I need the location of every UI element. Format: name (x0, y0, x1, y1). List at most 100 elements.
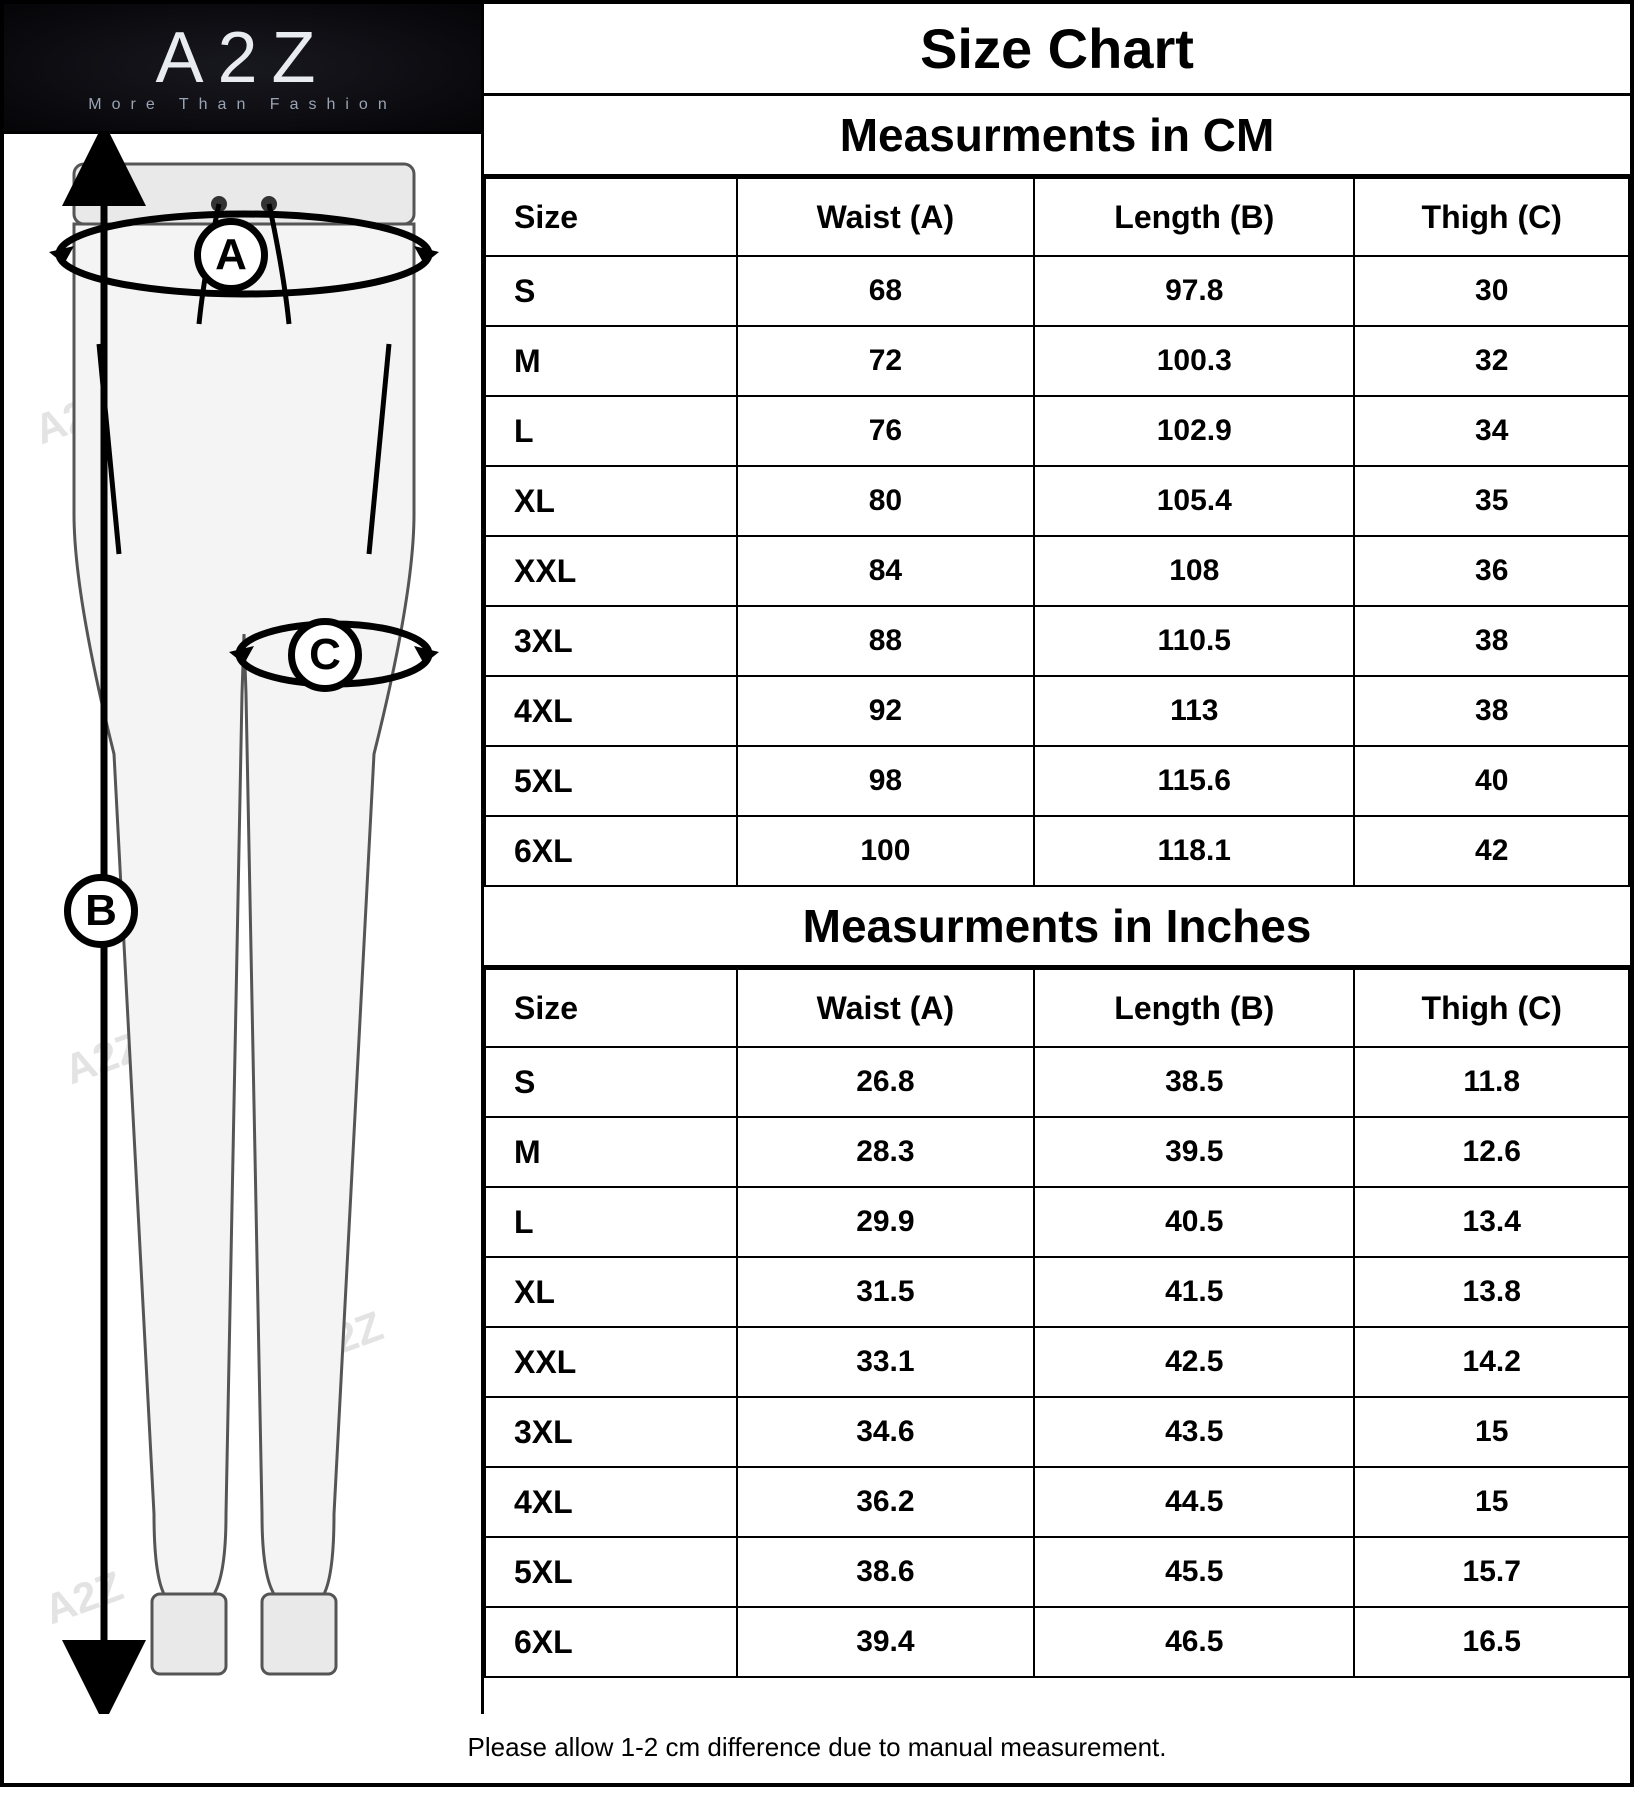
value-cell: 43.5 (1034, 1397, 1354, 1467)
value-cell: 13.4 (1354, 1187, 1629, 1257)
value-cell: 15.7 (1354, 1537, 1629, 1607)
size-cell: L (485, 1187, 737, 1257)
value-cell: 36 (1354, 536, 1629, 606)
size-table: SizeWaist (A)Length (B)Thigh (C)S26.838.… (484, 968, 1630, 1678)
table-row: XXL8410836 (485, 536, 1629, 606)
table-row: S6897.830 (485, 256, 1629, 326)
value-cell: 41.5 (1034, 1257, 1354, 1327)
footer-note: Please allow 1-2 cm difference due to ma… (4, 1714, 1630, 1783)
value-cell: 72 (737, 326, 1034, 396)
table-row: M28.339.512.6 (485, 1117, 1629, 1187)
size-table: SizeWaist (A)Length (B)Thigh (C)S6897.83… (484, 177, 1630, 887)
value-cell: 38.5 (1034, 1047, 1354, 1117)
size-cell: M (485, 326, 737, 396)
size-cell: M (485, 1117, 737, 1187)
main-row: A2Z More Than Fashion A2Z A2Z A2Z A2Z A2… (4, 4, 1630, 1714)
value-cell: 31.5 (737, 1257, 1034, 1327)
value-cell: 76 (737, 396, 1034, 466)
size-cell: 4XL (485, 1467, 737, 1537)
size-cell: XXL (485, 1327, 737, 1397)
value-cell: 84 (737, 536, 1034, 606)
brand-name: A2Z (155, 22, 329, 94)
value-cell: 11.8 (1354, 1047, 1629, 1117)
value-cell: 38.6 (737, 1537, 1034, 1607)
measure-badge-length: B (64, 874, 138, 948)
value-cell: 92 (737, 676, 1034, 746)
table-row: 4XL36.244.515 (485, 1467, 1629, 1537)
value-cell: 30 (1354, 256, 1629, 326)
value-cell: 39.5 (1034, 1117, 1354, 1187)
value-cell: 35 (1354, 466, 1629, 536)
column-header: Thigh (C) (1354, 178, 1629, 256)
left-column: A2Z More Than Fashion A2Z A2Z A2Z A2Z A2… (4, 4, 484, 1714)
size-cell: 4XL (485, 676, 737, 746)
value-cell: 97.8 (1034, 256, 1354, 326)
value-cell: 110.5 (1034, 606, 1354, 676)
measure-badge-thigh: C (288, 618, 362, 692)
value-cell: 45.5 (1034, 1537, 1354, 1607)
value-cell: 28.3 (737, 1117, 1034, 1187)
column-header: Waist (A) (737, 178, 1034, 256)
column-header: Size (485, 969, 737, 1047)
value-cell: 38 (1354, 676, 1629, 746)
value-cell: 118.1 (1034, 816, 1354, 886)
table-row: 6XL100118.142 (485, 816, 1629, 886)
size-cell: L (485, 396, 737, 466)
column-header: Size (485, 178, 737, 256)
value-cell: 36.2 (737, 1467, 1034, 1537)
table-row: 3XL34.643.515 (485, 1397, 1629, 1467)
size-cell: S (485, 1047, 737, 1117)
value-cell: 100 (737, 816, 1034, 886)
table-row: XL31.541.513.8 (485, 1257, 1629, 1327)
size-cell: XL (485, 466, 737, 536)
measure-badge-waist: A (194, 218, 268, 292)
value-cell: 115.6 (1034, 746, 1354, 816)
table-row: L29.940.513.4 (485, 1187, 1629, 1257)
value-cell: 100.3 (1034, 326, 1354, 396)
value-cell: 40 (1354, 746, 1629, 816)
value-cell: 98 (737, 746, 1034, 816)
value-cell: 42 (1354, 816, 1629, 886)
column-header: Waist (A) (737, 969, 1034, 1047)
value-cell: 33.1 (737, 1327, 1034, 1397)
size-cell: 3XL (485, 606, 737, 676)
section-heading: Measurments in CM (484, 96, 1630, 177)
table-row: L76102.934 (485, 396, 1629, 466)
value-cell: 15 (1354, 1467, 1629, 1537)
value-cell: 44.5 (1034, 1467, 1354, 1537)
column-header: Length (B) (1034, 178, 1354, 256)
size-cell: 5XL (485, 746, 737, 816)
garment-diagram: A2Z A2Z A2Z A2Z A2Z (4, 134, 481, 1714)
size-cell: XXL (485, 536, 737, 606)
value-cell: 14.2 (1354, 1327, 1629, 1397)
table-row: XXL33.142.514.2 (485, 1327, 1629, 1397)
value-cell: 12.6 (1354, 1117, 1629, 1187)
table-row: 3XL88110.538 (485, 606, 1629, 676)
size-cell: 6XL (485, 1607, 737, 1677)
sections-container: Measurments in CMSizeWaist (A)Length (B)… (484, 96, 1630, 1678)
table-row: 4XL9211338 (485, 676, 1629, 746)
value-cell: 113 (1034, 676, 1354, 746)
size-cell: 6XL (485, 816, 737, 886)
table-row: 5XL38.645.515.7 (485, 1537, 1629, 1607)
value-cell: 15 (1354, 1397, 1629, 1467)
brand-tagline: More Than Fashion (88, 96, 396, 114)
value-cell: 108 (1034, 536, 1354, 606)
value-cell: 34 (1354, 396, 1629, 466)
value-cell: 88 (737, 606, 1034, 676)
value-cell: 105.4 (1034, 466, 1354, 536)
value-cell: 39.4 (737, 1607, 1034, 1677)
size-cell: 3XL (485, 1397, 737, 1467)
value-cell: 42.5 (1034, 1327, 1354, 1397)
value-cell: 80 (737, 466, 1034, 536)
value-cell: 16.5 (1354, 1607, 1629, 1677)
value-cell: 40.5 (1034, 1187, 1354, 1257)
chart-title: Size Chart (484, 4, 1630, 96)
section-heading: Measurments in Inches (484, 887, 1630, 968)
column-header: Length (B) (1034, 969, 1354, 1047)
value-cell: 13.8 (1354, 1257, 1629, 1327)
right-column: Size Chart Measurments in CMSizeWaist (A… (484, 4, 1630, 1714)
table-row: 5XL98115.640 (485, 746, 1629, 816)
size-chart-container: A2Z More Than Fashion A2Z A2Z A2Z A2Z A2… (0, 0, 1634, 1787)
value-cell: 102.9 (1034, 396, 1354, 466)
